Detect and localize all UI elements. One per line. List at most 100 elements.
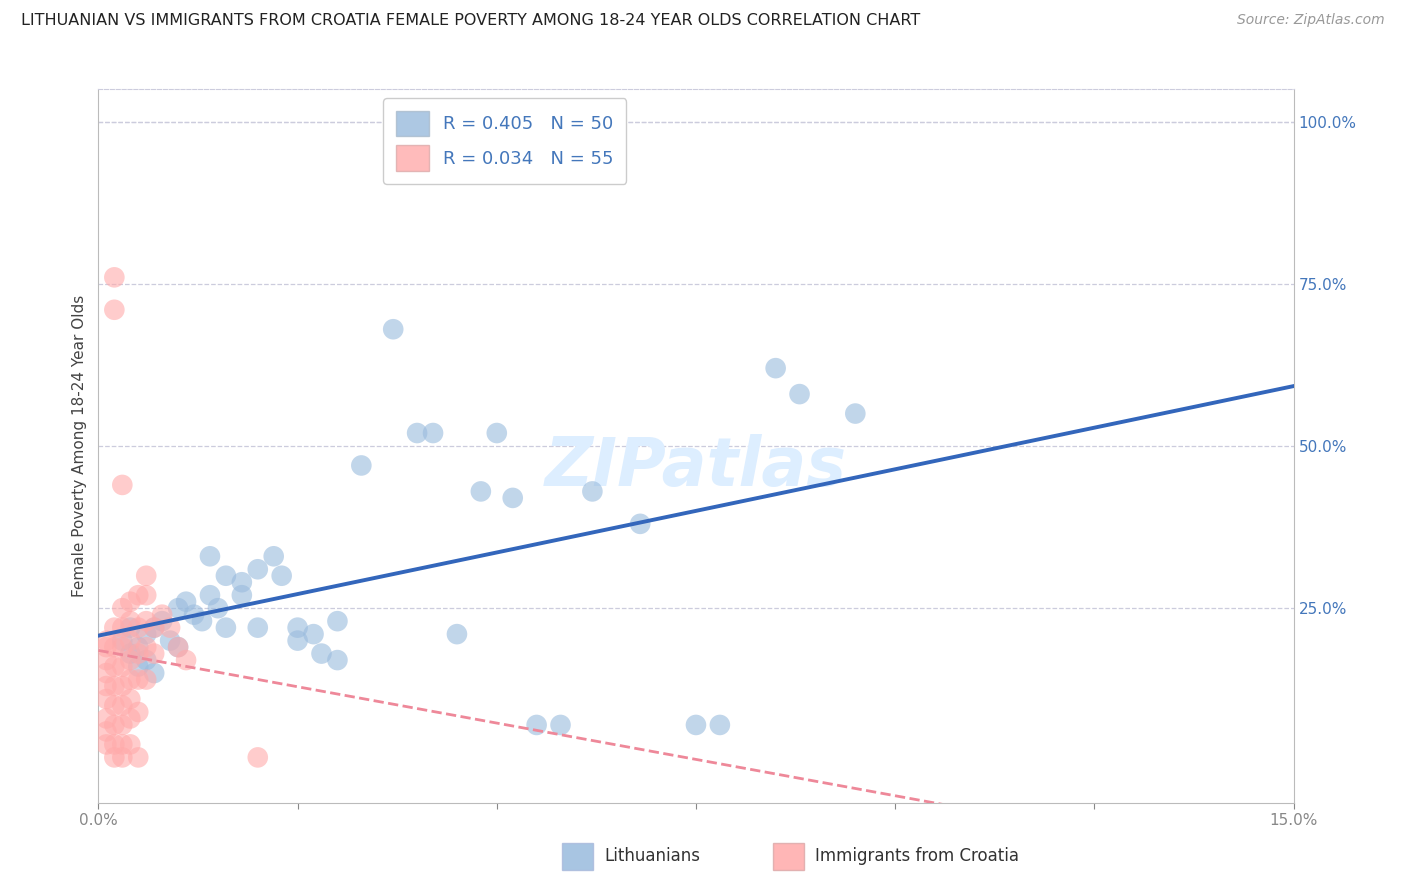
Point [103,659,125,673]
Point [120,614,142,628]
Point [844,407,866,421]
Point [215,568,238,582]
Point [103,738,125,752]
Point [127,673,149,687]
Point [143,621,166,635]
Point [127,640,149,654]
Point [103,621,125,635]
Point [103,302,125,317]
Point [246,750,269,764]
Point [120,738,142,752]
Point [135,568,157,582]
Point [167,640,190,654]
Point [127,705,149,719]
Point [96,679,118,693]
Point [103,270,125,285]
Point [350,458,373,473]
Point [111,659,134,673]
Point [120,595,142,609]
Point [127,750,149,764]
Point [485,425,508,440]
Point [198,588,221,602]
Point [135,588,157,602]
Point [526,718,548,732]
Point [111,640,134,654]
Point [103,750,125,764]
Point [135,640,157,654]
Text: ZIPatlas: ZIPatlas [546,434,846,500]
Point [246,562,269,576]
Point [231,575,253,590]
Point [103,698,125,713]
Point [96,640,118,654]
Point [111,633,134,648]
Point [96,738,118,752]
Point [406,425,429,440]
Point [167,640,190,654]
Point [111,621,134,635]
Point [302,627,325,641]
Point [127,588,149,602]
Point [120,673,142,687]
Point [111,679,134,693]
Point [263,549,285,564]
Point [446,627,468,641]
Text: Immigrants from Croatia: Immigrants from Croatia [815,847,1019,865]
Point [709,718,731,732]
Point [135,614,157,628]
Text: Source: ZipAtlas.com: Source: ZipAtlas.com [1237,13,1385,28]
Point [96,633,118,648]
Point [96,666,118,681]
Point [103,679,125,693]
Text: LITHUANIAN VS IMMIGRANTS FROM CROATIA FEMALE POVERTY AMONG 18-24 YEAR OLDS CORRE: LITHUANIAN VS IMMIGRANTS FROM CROATIA FE… [21,13,921,29]
Point [174,653,197,667]
Point [174,595,197,609]
Point [96,653,118,667]
Point [382,322,405,336]
Point [326,614,349,628]
Point [789,387,811,401]
Point [765,361,787,376]
Point [215,621,238,635]
Point [135,653,157,667]
Point [120,647,142,661]
Point [111,698,134,713]
Point [270,568,292,582]
Point [470,484,492,499]
Point [287,621,309,635]
Point [120,653,142,667]
Point [120,711,142,725]
Point [120,621,142,635]
Point [550,718,572,732]
Point [120,692,142,706]
Point [96,711,118,725]
Point [96,692,118,706]
Point [231,588,253,602]
Point [111,718,134,732]
Point [103,718,125,732]
Point [326,653,349,667]
Point [111,738,134,752]
Point [311,647,333,661]
Point [159,633,181,648]
Point [111,478,134,492]
Legend: R = 0.405   N = 50, R = 0.034   N = 55: R = 0.405 N = 50, R = 0.034 N = 55 [384,98,626,184]
Point [167,601,190,615]
Point [127,659,149,673]
Point [127,647,149,661]
Point [159,621,181,635]
Point [198,549,221,564]
Text: Lithuanians: Lithuanians [605,847,700,865]
Point [150,607,173,622]
Point [143,666,166,681]
Point [287,633,309,648]
Point [246,621,269,635]
Point [183,607,205,622]
Point [135,673,157,687]
Point [628,516,651,531]
Point [150,614,173,628]
Point [581,484,603,499]
Point [103,640,125,654]
Point [135,627,157,641]
Point [685,718,707,732]
